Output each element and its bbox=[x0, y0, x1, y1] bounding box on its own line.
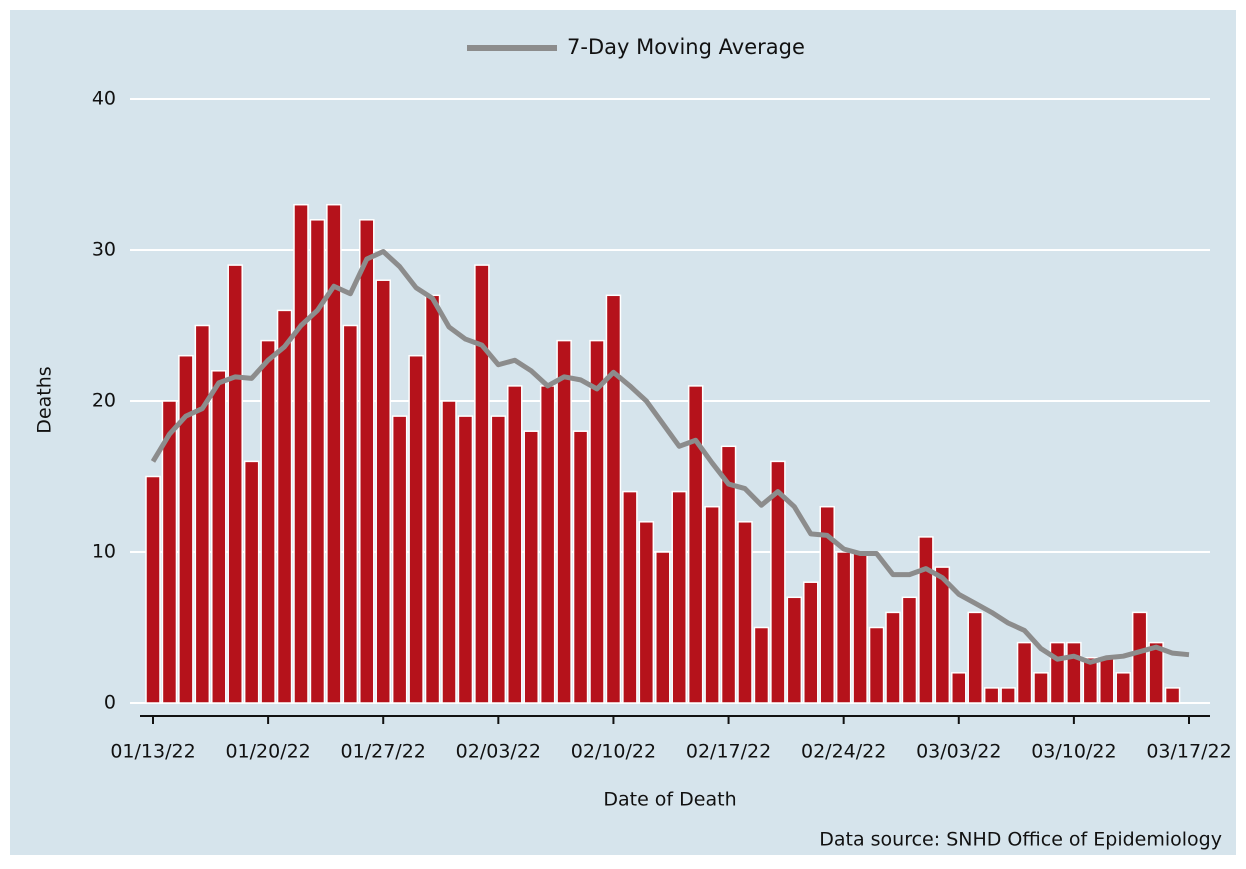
bar bbox=[408, 354, 424, 704]
bar bbox=[227, 264, 243, 704]
bar bbox=[967, 611, 983, 704]
bar bbox=[441, 400, 457, 704]
bar bbox=[934, 566, 951, 704]
y-axis-label: Deaths bbox=[34, 366, 56, 433]
bar bbox=[375, 279, 391, 704]
bar bbox=[720, 445, 737, 704]
bar bbox=[359, 219, 375, 704]
x-tick-label: 02/24/22 bbox=[801, 741, 886, 763]
y-tick-label: 20 bbox=[92, 390, 116, 412]
y-tick-label: 0 bbox=[104, 692, 116, 714]
bar bbox=[342, 324, 359, 704]
x-tick-label: 01/13/22 bbox=[110, 741, 195, 763]
bar bbox=[572, 430, 589, 704]
bar bbox=[145, 475, 161, 704]
bar bbox=[326, 203, 342, 704]
source-note: Data source: SNHD Office of Epidemiology bbox=[819, 829, 1222, 851]
legend-label: 7-Day Moving Average bbox=[567, 35, 805, 59]
bar bbox=[622, 490, 638, 704]
bar bbox=[539, 385, 556, 704]
x-tick-label: 03/17/22 bbox=[1146, 741, 1231, 763]
bar bbox=[770, 460, 786, 704]
bar bbox=[918, 536, 934, 704]
x-tick-label: 02/03/22 bbox=[456, 741, 541, 763]
bar bbox=[1148, 641, 1164, 704]
bar bbox=[1000, 687, 1016, 704]
bar bbox=[1033, 672, 1049, 704]
bar bbox=[835, 551, 852, 704]
bar bbox=[704, 505, 720, 704]
bar bbox=[1066, 641, 1082, 704]
bar bbox=[391, 415, 408, 704]
bar bbox=[260, 339, 276, 704]
bar bbox=[852, 551, 868, 704]
y-tick-label: 30 bbox=[92, 239, 116, 261]
bar bbox=[161, 400, 178, 704]
y-tick-label: 40 bbox=[92, 88, 116, 110]
x-tick-label: 01/20/22 bbox=[225, 741, 310, 763]
x-tick-label: 01/27/22 bbox=[341, 741, 426, 763]
bar bbox=[276, 309, 293, 704]
bar bbox=[457, 415, 474, 704]
bar bbox=[687, 385, 704, 704]
bar bbox=[211, 370, 227, 704]
bar bbox=[309, 219, 326, 704]
bar bbox=[885, 611, 901, 704]
x-tick-label: 02/17/22 bbox=[686, 741, 771, 763]
moving-average-line bbox=[150, 249, 1190, 665]
bar bbox=[424, 294, 441, 704]
x-axis-label: Date of Death bbox=[603, 789, 736, 811]
bar bbox=[293, 203, 309, 704]
bar bbox=[753, 626, 770, 704]
bar bbox=[1016, 641, 1033, 704]
bar bbox=[178, 354, 194, 704]
bar bbox=[1049, 641, 1066, 704]
bar bbox=[523, 430, 539, 704]
bar bbox=[194, 324, 211, 704]
bar bbox=[1082, 656, 1099, 704]
x-tick-label: 03/10/22 bbox=[1031, 741, 1116, 763]
bar bbox=[803, 581, 819, 704]
bar bbox=[1131, 611, 1148, 704]
bar bbox=[951, 672, 967, 704]
bar bbox=[901, 596, 918, 704]
bar bbox=[671, 490, 687, 704]
bar bbox=[819, 505, 835, 704]
bar bbox=[1164, 687, 1181, 704]
bar bbox=[507, 385, 523, 704]
bar bbox=[490, 415, 507, 704]
background bbox=[10, 10, 1236, 855]
bar bbox=[983, 687, 1000, 704]
bar bbox=[655, 551, 671, 704]
bar bbox=[786, 596, 803, 704]
bar bbox=[243, 460, 260, 704]
bar bbox=[589, 339, 605, 704]
bar bbox=[556, 339, 572, 704]
bar bbox=[1099, 656, 1115, 704]
x-tick-label: 03/03/22 bbox=[916, 741, 1001, 763]
x-tick-label: 02/10/22 bbox=[571, 741, 656, 763]
bar bbox=[474, 264, 490, 704]
bar bbox=[737, 521, 753, 704]
bar bbox=[1115, 672, 1131, 704]
bar bbox=[868, 626, 885, 704]
bar bbox=[638, 521, 655, 704]
y-tick-label: 10 bbox=[92, 541, 116, 563]
bar bbox=[605, 294, 622, 704]
